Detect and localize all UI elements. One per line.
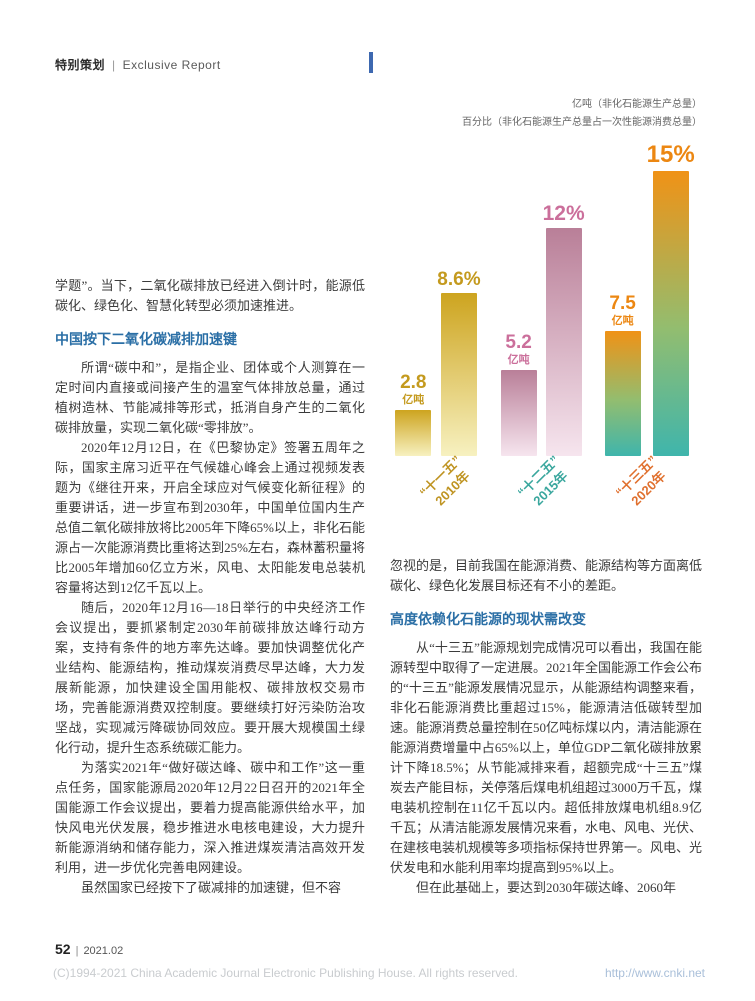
chart-legend-line-1: 亿吨（非化石能源生产总量） [572, 99, 702, 110]
bar-2020-pct [652, 171, 689, 456]
value-label-2020-ton: 7.5 亿吨 [609, 293, 636, 327]
barcol-2010-ton: 2.8 亿吨 [395, 372, 432, 456]
header-accent-bar [369, 52, 373, 73]
header-section-cn: 特别策划 [55, 58, 106, 72]
barcol-2015-ton: 5.2 亿吨 [500, 332, 537, 456]
value-label-2010-ton: 2.8 亿吨 [400, 372, 427, 406]
bar-2015-ton [500, 370, 537, 456]
barcol-2010-pct: 8.6% [437, 268, 481, 456]
cnki-url-link[interactable]: http://www.cnki.net [604, 966, 705, 980]
paragraph-continuation: 学题”。当下，二氧化碳排放已经进入倒计时，能源低碳化、绿色化、智慧化转型必须加速… [55, 278, 365, 313]
right-column: 忽视的是，目前我国在能源消费、能源结构等方面离低碳化、绿色化发展目标还有不小的差… [390, 556, 702, 898]
value-label-2020-pct: 15% [646, 140, 695, 168]
footer-page-info: 52 | 2021.02 [55, 941, 123, 957]
paragraph: 随后，2020年12月16—18日举行的中央经济工作会议提出，要抓紧制定2030… [55, 600, 365, 755]
barcol-2015-pct: 12% [542, 201, 585, 456]
bar-2020-ton [604, 331, 641, 456]
section-heading-right: 高度依赖化石能源的现状需改变 [390, 611, 586, 627]
issue-number: 2021.02 [83, 945, 124, 957]
bar-2010-ton [395, 410, 432, 456]
bar-2015-pct [545, 228, 582, 456]
category-2010: “十一五” 2010年 [408, 453, 486, 544]
paragraph: 2020年12月12日，在《巴黎协定》签署五周年之际，国家主席习近平在气候雄心峰… [55, 440, 365, 595]
energy-bar-chart: 亿吨（非化石能源生产总量） 百分比（非化石能源生产总量占一次性能源消费总量） 2… [388, 96, 702, 544]
copyright-line: (C)1994-2021 China Academic Journal Elec… [53, 966, 705, 980]
paragraph: 从“十三五”能源规划完成情况可以看出，我国在能源转型中取得了一定进展。2021年… [390, 640, 703, 875]
paragraph-continuation: 忽视的是，目前我国在能源消费、能源结构等方面离低碳化、绿色化发展目标还有不小的差… [390, 558, 703, 593]
left-column: 学题”。当下，二氧化碳排放已经进入倒计时，能源低碳化、绿色化、智慧化转型必须加速… [55, 276, 365, 898]
barcol-2020-ton: 7.5 亿吨 [604, 293, 641, 456]
paragraph: 为落实2021年“做好碳达峰、碳中和工作”这一重点任务，国家能源局2020年12… [55, 760, 365, 875]
page-number: 52 [55, 941, 71, 957]
paragraph: 但在此基础上，要达到2030年碳达峰、2060年 [416, 880, 677, 895]
chart-legend: 亿吨（非化石能源生产总量） 百分比（非化石能源生产总量占一次性能源消费总量） [388, 96, 702, 132]
barcol-2020-pct: 15% [646, 140, 695, 456]
header-section-en: Exclusive Report [122, 58, 221, 72]
bar-group-2010: 2.8 亿吨 8.6% [395, 268, 481, 456]
bar-group-2015: 5.2 亿吨 12% [500, 201, 585, 456]
category-2020: “十三五” 2020年 [604, 453, 682, 544]
footer-divider: | [75, 945, 79, 957]
section-heading-left: 中国按下二氧化碳减排加速键 [55, 331, 237, 347]
bar-2010-pct [440, 293, 477, 456]
chart-plot-area: 2.8 亿吨 8.6% 5.2 亿吨 [388, 136, 702, 456]
copyright-text: (C)1994-2021 China Academic Journal Elec… [53, 966, 518, 980]
chart-legend-line-2: 百分比（非化石能源生产总量占一次性能源消费总量） [462, 117, 702, 128]
header-divider: | [112, 58, 116, 72]
bar-group-2020: 7.5 亿吨 15% [604, 140, 695, 456]
paragraph: 所谓“碳中和”，是指企业、团体或个人测算在一定时间内直接或间接产生的温室气体排放… [55, 360, 365, 435]
page-header: 特别策划 | Exclusive Report [55, 56, 221, 73]
category-2015: “十二五” 2015年 [506, 453, 584, 544]
chart-category-axis: “十一五” 2010年 “十二五” 2015年 “十三五” 2020年 [388, 453, 702, 544]
value-label-2010-pct: 8.6% [437, 268, 481, 290]
value-label-2015-ton: 5.2 亿吨 [505, 332, 532, 366]
value-label-2015-pct: 12% [542, 201, 585, 225]
paragraph: 虽然国家已经按下了碳减排的加速键，但不容 [81, 880, 342, 895]
